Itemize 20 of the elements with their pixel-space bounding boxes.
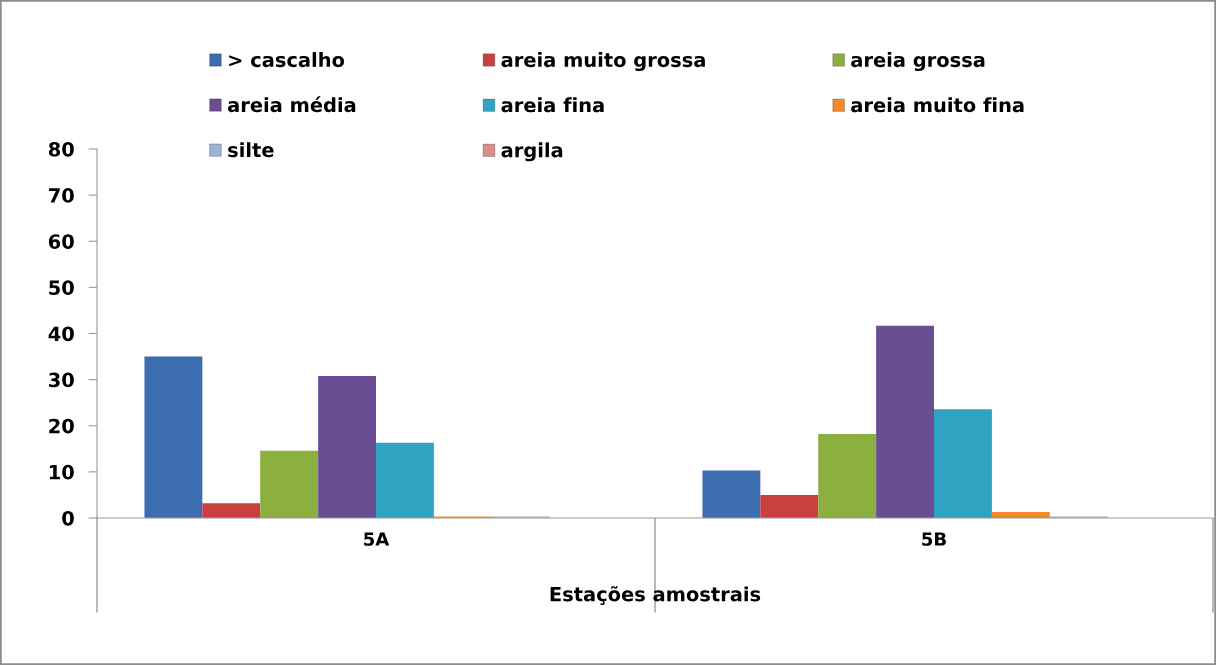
y-tick-label: 70 [49,188,74,203]
legend-label: areia muito fina [851,97,1024,113]
x-tick-label: 5A [364,532,390,546]
legend-label: areia fina [501,97,604,113]
legend-label: silte [228,142,274,158]
legend-label: areia média [227,96,356,113]
y-tick-label: 80 [48,141,74,157]
y-tick-label: 50 [49,280,74,296]
legend-label: areia grossa [851,52,985,72]
y-tick-label: 60 [48,234,74,249]
legend-label: argila [501,142,563,162]
legend-label: > cascalho [229,52,345,68]
y-tick-label: 10 [49,464,74,480]
x-axis-title: Estações amostrais [550,586,761,605]
y-tick-label: 20 [49,418,74,434]
y-tick-label: 30 [49,372,74,388]
x-tick-label: 5B [922,532,946,546]
y-tick-label: 40 [48,326,74,342]
legend-label: areia muito grossa [501,52,705,72]
y-tick-label: 0 [62,510,74,526]
